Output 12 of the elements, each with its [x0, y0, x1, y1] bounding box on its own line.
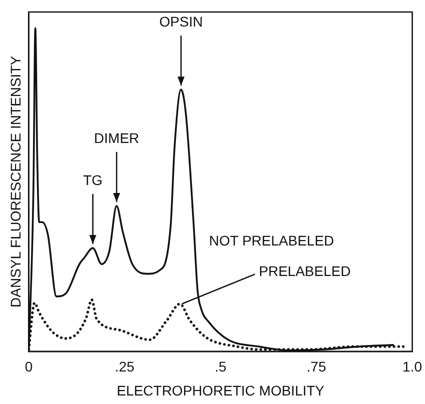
x-tick-label: .25	[114, 358, 135, 375]
text: PRELABELED	[258, 263, 351, 280]
x-tick-label: 1.0	[402, 358, 422, 375]
annotation: OPSIN	[159, 13, 203, 30]
annotation: TG	[83, 172, 103, 188]
y-axis-title: DANSYL FLUORESCENCE INTENSITY	[7, 55, 24, 308]
annotation: DIMER	[94, 130, 140, 146]
series-label: NOT PRELABELED	[209, 232, 334, 248]
x-tick-label: 0	[24, 358, 33, 375]
x-tick-label: .75	[306, 358, 326, 375]
x-tick-label: .5	[214, 358, 227, 375]
x-axis-title: ELECTROPHORETIC MOBILITY	[116, 382, 326, 398]
